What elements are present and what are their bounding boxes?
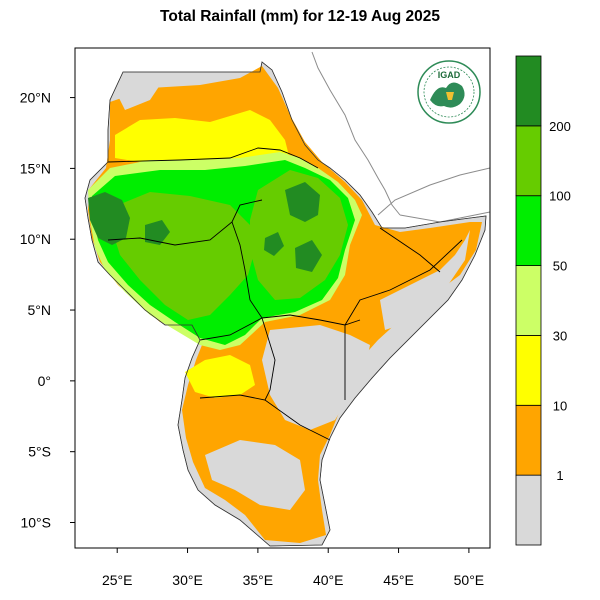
rain-200-plus-center <box>145 220 170 245</box>
igad-logo-text: IGAD <box>438 70 461 80</box>
arabia-coastline <box>311 51 490 223</box>
legend-label: 100 <box>549 189 571 204</box>
legend-swatch-6 <box>515 55 542 127</box>
legend-swatch-0 <box>515 474 542 546</box>
rain-100-200-ethiopia <box>250 170 348 300</box>
lat-tick-label: 10°S <box>20 515 51 531</box>
rain-100-200-sudan <box>112 192 255 320</box>
igad-logo: IGAD <box>417 60 481 124</box>
legend-swatch-3 <box>515 265 542 336</box>
lon-tick-label: 50°E <box>454 572 485 588</box>
legend-label: 200 <box>549 119 571 134</box>
legend-swatch-4 <box>515 195 542 266</box>
lon-tick-label: 35°E <box>243 572 274 588</box>
rain-200-plus-ethiopia <box>264 182 322 272</box>
country-boundaries <box>107 147 463 441</box>
legend-swatch-2 <box>515 335 542 406</box>
lat-tick-label: 0° <box>38 373 51 389</box>
longitude-axis: 25°E 30°E 35°E 40°E 45°E 50°E <box>102 548 484 588</box>
lat-tick-label: 10°N <box>20 231 51 247</box>
lat-tick-label: 5°S <box>28 444 51 460</box>
rainfall-map <box>84 51 490 547</box>
legend-label: 50 <box>553 259 567 274</box>
lat-tick-label: 5°N <box>28 302 52 318</box>
lon-tick-label: 40°E <box>313 572 344 588</box>
map-title: Total Rainfall (mm) for 12-19 Aug 2025 <box>160 8 440 25</box>
rainfall-legend: 1 10 30 50 100 200 <box>515 55 571 546</box>
legend-swatch-5 <box>515 125 542 197</box>
lat-tick-label: 20°N <box>20 90 51 106</box>
dry-patch-north <box>115 78 160 110</box>
region-outline <box>84 61 487 547</box>
latitude-axis: 20°N 15°N 10°N 5°N 0° 5°S 10°S <box>20 90 75 531</box>
dry-patch-south <box>205 440 305 510</box>
rain-10-30-uganda <box>185 355 255 398</box>
rain-200-plus-west <box>88 192 130 245</box>
legend-label: 30 <box>553 328 567 343</box>
lat-tick-label: 15°N <box>20 160 51 176</box>
legend-label: 1 <box>556 468 563 483</box>
rain-10-30-north <box>115 110 290 165</box>
lon-tick-label: 30°E <box>172 572 203 588</box>
legend-label: 10 <box>553 398 567 413</box>
dry-patch-kenya <box>262 325 370 430</box>
lon-tick-label: 45°E <box>383 572 414 588</box>
legend-swatch-1 <box>515 404 542 476</box>
lon-tick-label: 25°E <box>102 572 133 588</box>
dry-patch-somalia <box>380 230 470 330</box>
map-frame <box>74 47 491 549</box>
